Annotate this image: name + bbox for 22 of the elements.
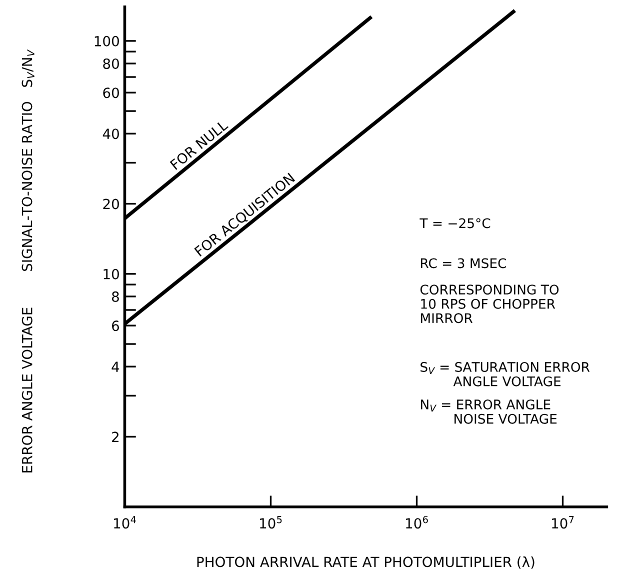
annotation: RC = 3 MSEC — [420, 258, 506, 268]
y-tick-label: 20 — [103, 198, 119, 210]
y-tick-label: 8 — [112, 291, 119, 302]
x-axis-title: PHOTON ARRIVAL RATE AT PHOTOMULTIPLIER (λ) — [197, 556, 534, 569]
x-tick-label: 10$^{5}$ — [260, 516, 282, 529]
y-tick-label: 100 — [94, 36, 119, 46]
y-tick-label: 80 — [103, 58, 119, 69]
annotation: CORRESPONDING TO 10 RPS OF CHOPPER MIRROR — [420, 284, 559, 324]
x-tick-label: 10$^{4}$ — [114, 516, 136, 529]
y-tick-label: 60 — [103, 88, 119, 98]
y-tick-label: 40 — [102, 128, 119, 140]
y-tick-label: 4 — [112, 362, 120, 372]
y-tick-label: 2 — [112, 432, 118, 442]
annotation: N$_{V}$ = ERROR ANGLE NOISE VOLTAGE — [420, 399, 557, 424]
annotation: S$_{V}$ = SATURATION ERROR ANGLE VOLTAGE — [420, 362, 590, 386]
x-tick-label: 10$^{7}$ — [552, 516, 574, 529]
x-tick-label: 10$^{6}$ — [406, 516, 428, 529]
y-tick-label: 10 — [104, 268, 119, 280]
y-tick-label: 6 — [112, 320, 120, 332]
annotation: T = −25°C — [420, 218, 490, 228]
text: ERROR ANGLE VOLTAGE — [22, 308, 32, 472]
y-axis-title: SIGNAL-TO-NOISE RATIO S$_{V}$/N$_{V}$ — [22, 49, 34, 271]
